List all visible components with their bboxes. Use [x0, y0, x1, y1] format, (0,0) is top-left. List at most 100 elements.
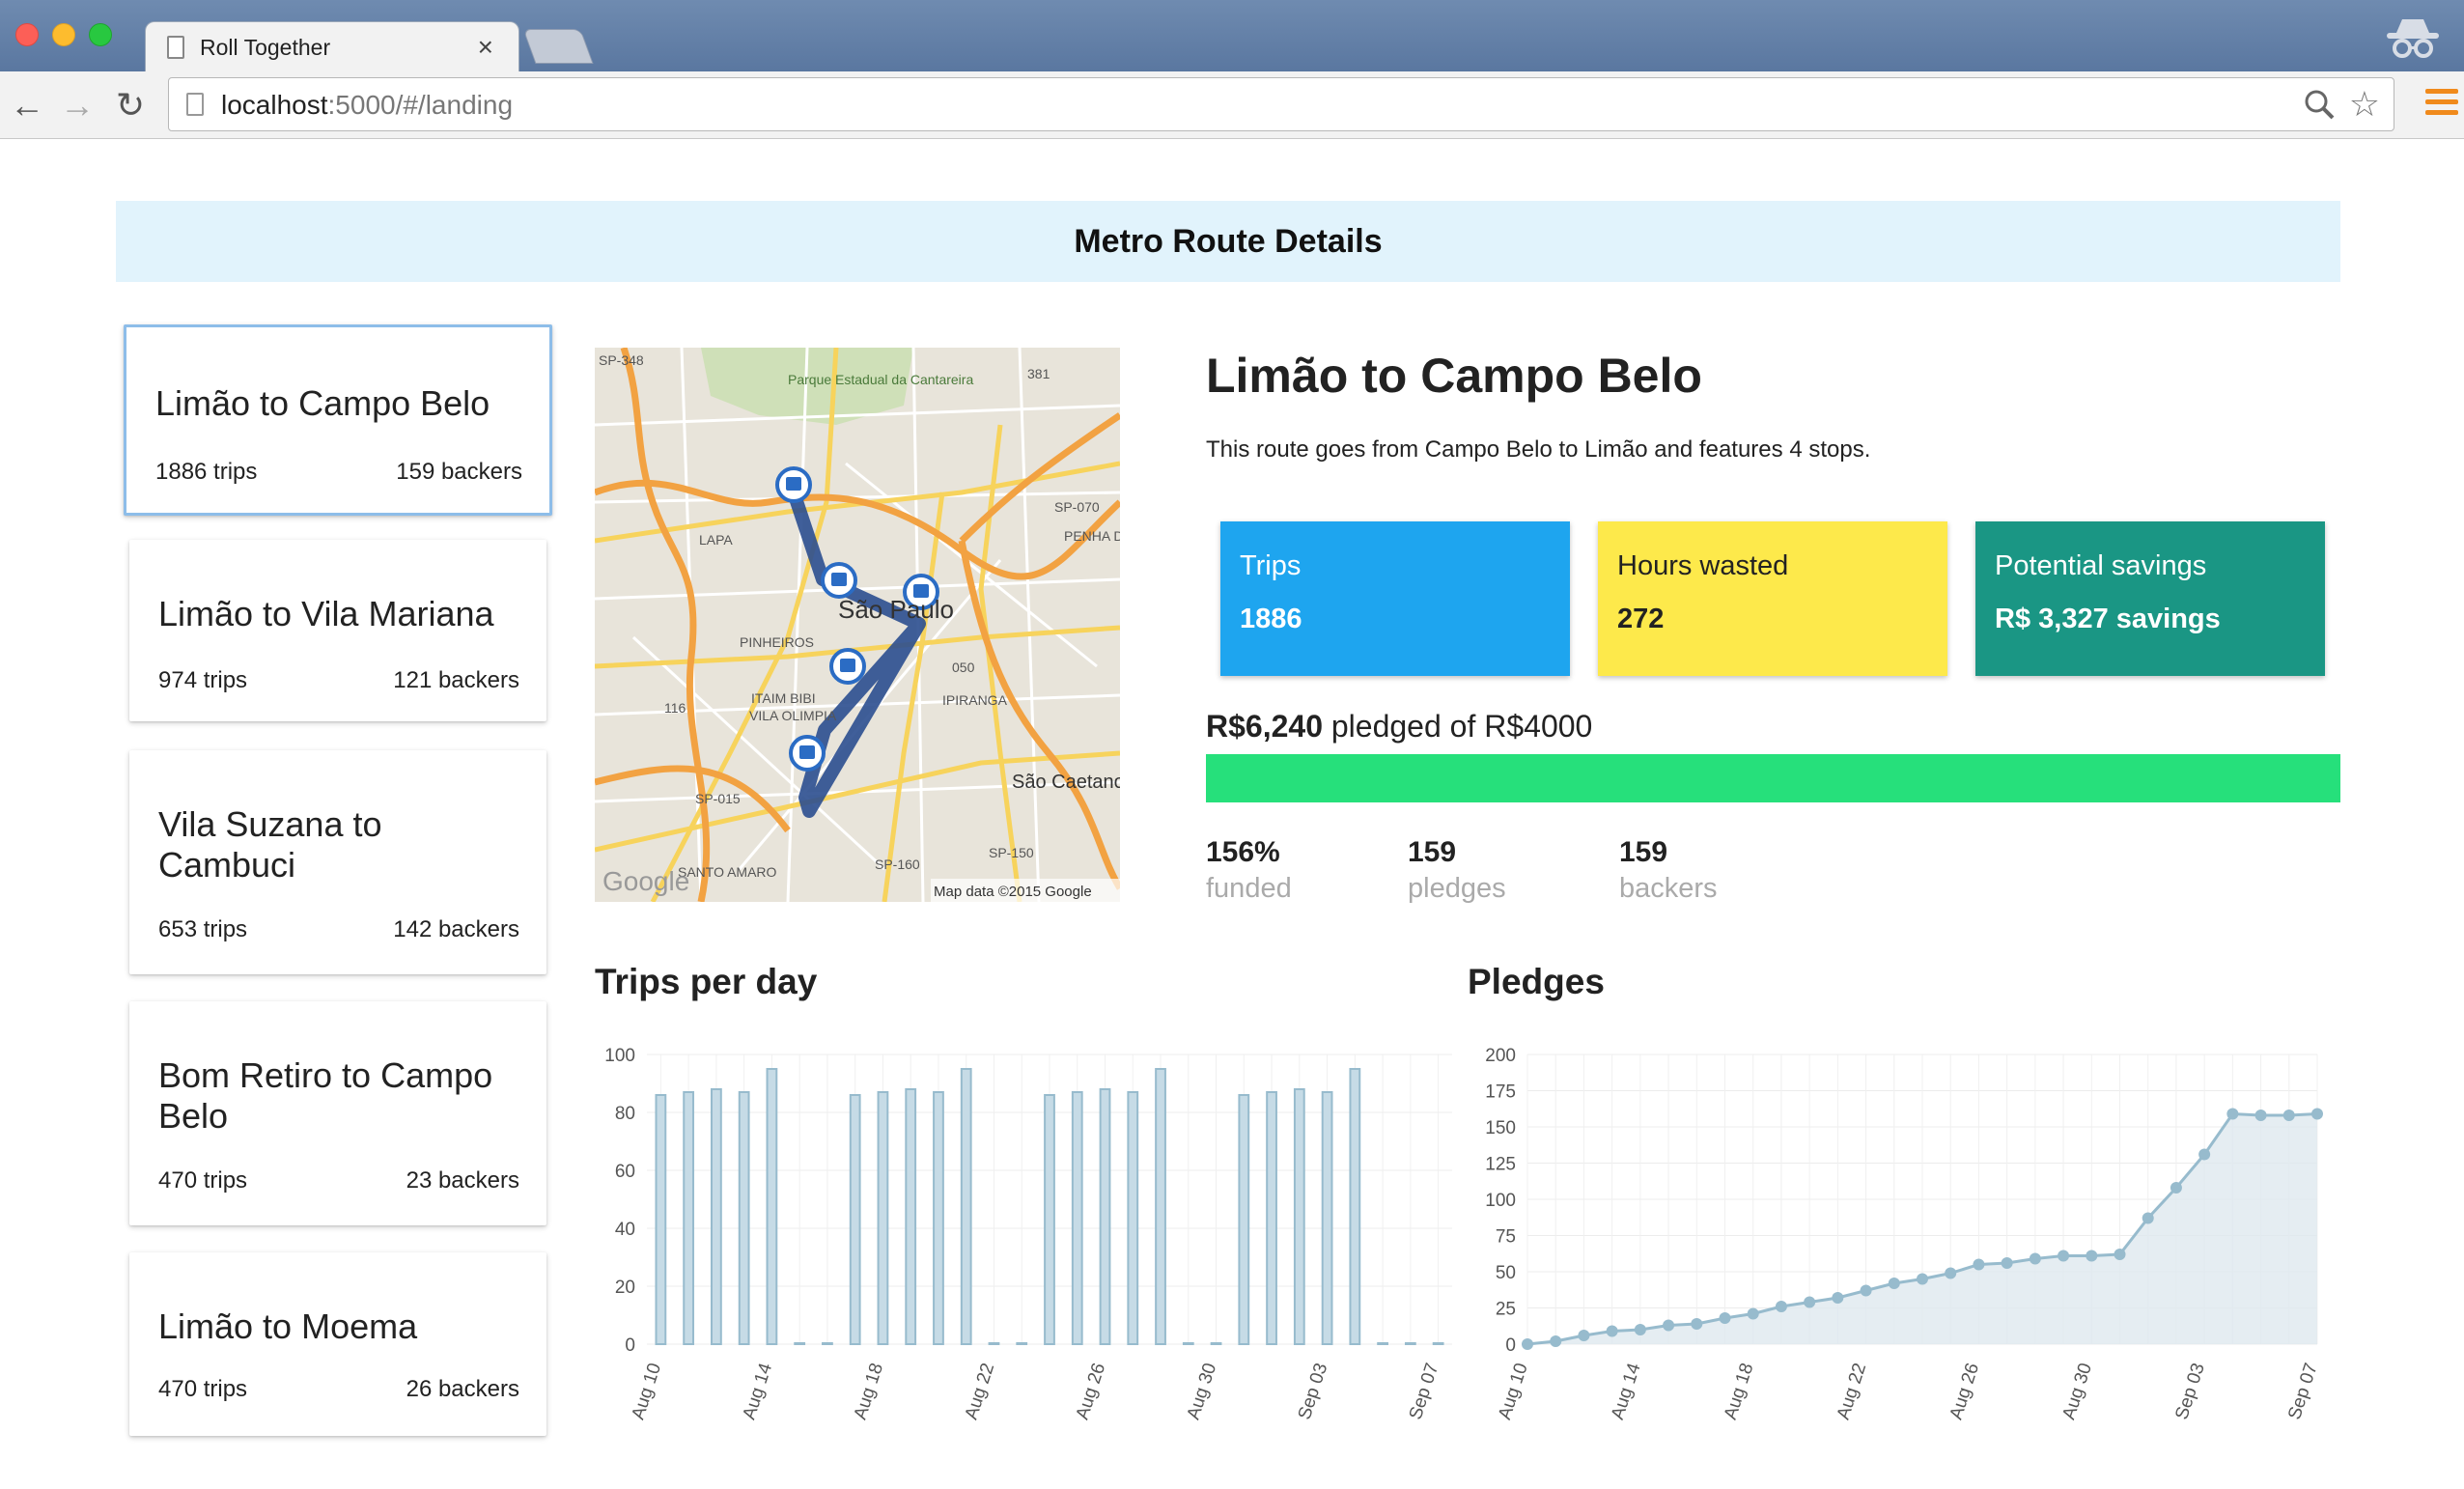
data-point	[1917, 1273, 1928, 1285]
bar	[877, 1091, 889, 1345]
map-label: SP-160	[875, 857, 920, 872]
bar	[1099, 1088, 1111, 1345]
area-fill	[1527, 1113, 2317, 1344]
pledged-amount: R$6,240	[1206, 709, 1323, 744]
browser-title-bar: Roll Together ×	[0, 0, 2464, 73]
route-card[interactable]: Limão to Moema 470 trips 26 backers	[129, 1252, 546, 1436]
metric-value: 156%	[1206, 836, 1280, 868]
minimize-window-button[interactable]	[52, 23, 75, 46]
x-tick-label: Aug 30	[1184, 1361, 1221, 1422]
stat-label: Potential savings	[1995, 550, 2207, 581]
backers-metric: 159 backers	[1619, 836, 1718, 905]
page-title: Metro Route Details	[1074, 222, 1383, 260]
data-point	[2086, 1250, 2098, 1262]
incognito-icon	[2387, 19, 2439, 58]
route-trips: 974 trips	[158, 667, 248, 693]
funding-progress-fill	[1206, 754, 2340, 802]
bar	[738, 1091, 750, 1345]
metro-stop-icon[interactable]	[829, 648, 866, 685]
close-tab-icon[interactable]: ×	[477, 32, 493, 62]
y-tick-label: 100	[1485, 1191, 1516, 1211]
address-bar[interactable]: localhost:5000/#/landing ☆	[168, 77, 2394, 131]
data-point	[1691, 1318, 1703, 1330]
map-label: São Caetano do Sul	[1012, 772, 1120, 793]
map-label: ITAIM BIBI	[751, 690, 816, 706]
bar	[1044, 1094, 1055, 1345]
map-label: SP-070	[1054, 499, 1100, 515]
route-trips: 470 trips	[158, 1167, 248, 1194]
metro-stop-icon[interactable]	[903, 574, 939, 610]
y-tick-label: 200	[1485, 1046, 1516, 1066]
close-window-button[interactable]	[15, 23, 39, 46]
bar	[1432, 1342, 1444, 1345]
route-card[interactable]: Vila Suzana to Cambuci 653 trips 142 bac…	[129, 750, 546, 974]
data-point	[1522, 1338, 1533, 1350]
route-card[interactable]: Limão to Campo Belo 1886 trips 159 backe…	[124, 324, 552, 516]
route-card[interactable]: Bom Retiro to Campo Belo 470 trips 23 ba…	[129, 1001, 546, 1225]
data-point	[1945, 1267, 1957, 1279]
data-point	[1578, 1330, 1590, 1341]
browser-toolbar: ← → ↻ localhost:5000/#/landing ☆	[0, 71, 2464, 139]
bar	[683, 1091, 695, 1345]
route-trips: 653 trips	[158, 916, 248, 942]
route-trips: 470 trips	[158, 1376, 248, 1402]
x-tick-label: Aug 10	[1495, 1361, 1532, 1422]
back-arrow-icon[interactable]: ←	[10, 85, 44, 125]
new-tab-button[interactable]	[522, 29, 594, 64]
bookmark-star-icon[interactable]: ☆	[2348, 84, 2380, 124]
browser-tab[interactable]: Roll Together ×	[145, 21, 519, 73]
route-map[interactable]: SP-348 Parque Estadual da Cantareira 381…	[595, 348, 1120, 902]
x-tick-label: Sep 03	[2171, 1361, 2209, 1422]
data-point	[1606, 1325, 1618, 1337]
bar	[711, 1088, 722, 1345]
funding-progress-bar	[1206, 754, 2340, 802]
metro-stop-icon[interactable]	[789, 735, 826, 772]
bar	[655, 1094, 667, 1345]
metric-value: 159	[1619, 836, 1668, 868]
bar	[1349, 1068, 1361, 1345]
url-text[interactable]: localhost:5000/#/landing	[221, 90, 513, 121]
route-name: Limão to Campo Belo	[155, 383, 490, 423]
y-tick-label: 100	[604, 1046, 635, 1066]
menu-icon[interactable]	[2425, 89, 2458, 116]
x-tick-label: Sep 07	[1406, 1361, 1443, 1422]
bar	[1016, 1342, 1028, 1345]
reload-icon[interactable]: ↻	[116, 85, 146, 125]
data-point	[2226, 1108, 2239, 1120]
route-detail-title: Limão to Campo Belo	[1206, 349, 1702, 403]
x-tick-label: Aug 18	[1721, 1361, 1758, 1422]
x-tick-label: Sep 03	[1295, 1361, 1332, 1422]
y-tick-label: 125	[1485, 1155, 1516, 1175]
bar	[905, 1088, 917, 1345]
y-tick-label: 60	[615, 1162, 635, 1182]
x-tick-label: Sep 07	[2284, 1361, 2322, 1422]
data-point	[2001, 1257, 2013, 1269]
route-card[interactable]: Limão to Vila Mariana 974 trips 121 back…	[129, 540, 546, 721]
x-tick-label: Aug 14	[740, 1361, 777, 1422]
stat-value: 1886	[1240, 604, 1302, 634]
bar	[822, 1342, 833, 1345]
bar	[988, 1342, 1000, 1345]
route-backers: 142 backers	[393, 916, 519, 942]
map-label: SP-348	[599, 352, 644, 368]
search-icon[interactable]	[2303, 88, 2336, 121]
map-label: 116	[664, 700, 686, 716]
x-tick-label: Aug 18	[851, 1361, 888, 1422]
metro-stop-icon[interactable]	[821, 562, 857, 599]
map-attribution[interactable]: Map data ©2015 Google	[934, 884, 1092, 900]
zoom-window-button[interactable]	[89, 23, 112, 46]
data-point	[1775, 1301, 1787, 1312]
google-logo: Google	[602, 866, 689, 896]
forward-arrow-icon[interactable]: →	[60, 85, 95, 125]
y-tick-label: 50	[1496, 1263, 1516, 1283]
x-tick-label: Aug 26	[1073, 1361, 1110, 1422]
potential-savings-stat-card: Potential savings R$ 3,327 savings	[1975, 521, 2325, 676]
data-point	[2142, 1212, 2154, 1224]
metric-label: backers	[1619, 873, 1718, 904]
y-tick-label: 175	[1485, 1082, 1516, 1103]
metro-stop-icon[interactable]	[775, 466, 812, 503]
x-tick-label: Aug 30	[2058, 1361, 2096, 1422]
y-tick-label: 0	[1505, 1335, 1516, 1356]
funded-metric: 156% funded	[1206, 836, 1292, 905]
map-label: 381	[1027, 366, 1050, 381]
